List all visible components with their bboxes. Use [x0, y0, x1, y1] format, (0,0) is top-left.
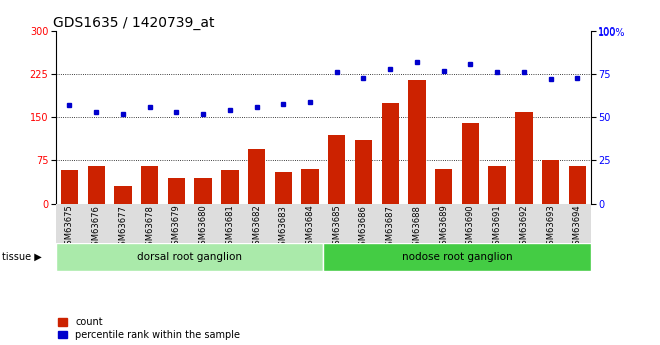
- Bar: [61, 170, 78, 204]
- Bar: [323, 243, 591, 271]
- Bar: [141, 166, 158, 204]
- Bar: [302, 169, 319, 204]
- Text: GSM63683: GSM63683: [279, 205, 288, 250]
- Text: GSM63680: GSM63680: [199, 205, 208, 250]
- Text: GSM63691: GSM63691: [492, 205, 502, 250]
- Bar: [248, 149, 265, 204]
- Bar: [488, 166, 506, 204]
- Text: 100%: 100%: [598, 28, 625, 38]
- Text: GSM63684: GSM63684: [306, 205, 315, 250]
- Bar: [355, 140, 372, 204]
- Bar: [195, 178, 212, 204]
- Text: tissue ▶: tissue ▶: [2, 252, 42, 262]
- Bar: [275, 172, 292, 204]
- Legend: count, percentile rank within the sample: count, percentile rank within the sample: [57, 317, 240, 340]
- Text: GSM63678: GSM63678: [145, 205, 154, 250]
- Text: GSM63685: GSM63685: [332, 205, 341, 250]
- Text: GSM63676: GSM63676: [92, 205, 101, 250]
- Bar: [569, 166, 586, 204]
- Bar: [328, 135, 345, 204]
- Text: GDS1635 / 1420739_at: GDS1635 / 1420739_at: [53, 16, 214, 30]
- Text: GSM63679: GSM63679: [172, 205, 181, 250]
- Bar: [409, 80, 426, 204]
- Text: GSM63687: GSM63687: [385, 205, 395, 250]
- Text: GSM63682: GSM63682: [252, 205, 261, 250]
- Bar: [168, 178, 185, 204]
- Text: GSM63694: GSM63694: [573, 205, 582, 250]
- Bar: [542, 160, 559, 204]
- Text: GSM63690: GSM63690: [466, 205, 475, 250]
- Bar: [381, 103, 399, 204]
- Text: dorsal root ganglion: dorsal root ganglion: [137, 252, 242, 262]
- Bar: [435, 169, 452, 204]
- Bar: [515, 111, 533, 204]
- Bar: [56, 243, 323, 271]
- Bar: [221, 170, 238, 204]
- Bar: [88, 166, 105, 204]
- Text: GSM63675: GSM63675: [65, 205, 74, 250]
- Text: GSM63693: GSM63693: [546, 205, 555, 250]
- Bar: [114, 186, 131, 204]
- Bar: [462, 123, 479, 204]
- Text: nodose root ganglion: nodose root ganglion: [402, 252, 512, 262]
- Text: GSM63677: GSM63677: [118, 205, 127, 250]
- Text: GSM63689: GSM63689: [439, 205, 448, 250]
- Text: GSM63692: GSM63692: [519, 205, 529, 250]
- Text: GSM63688: GSM63688: [412, 205, 422, 250]
- Text: GSM63686: GSM63686: [359, 205, 368, 250]
- Text: GSM63681: GSM63681: [225, 205, 234, 250]
